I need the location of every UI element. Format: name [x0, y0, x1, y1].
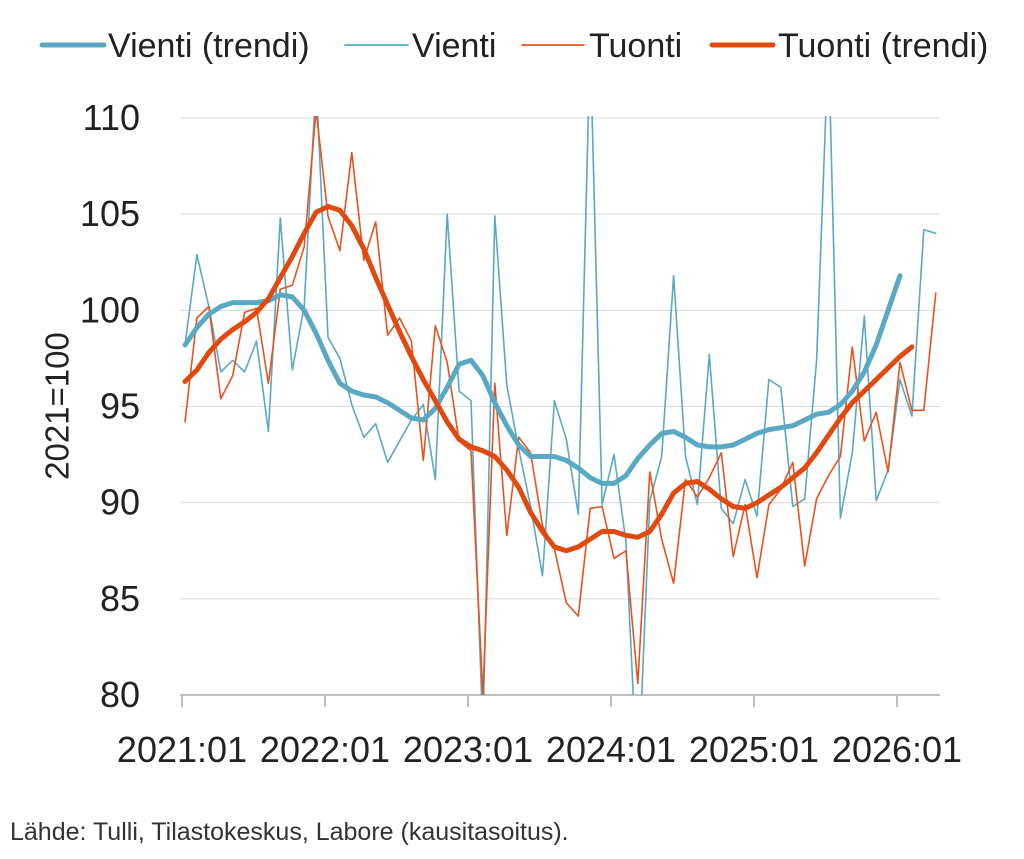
legend-label-tuonti-trendi: Tuonti (trendi) — [778, 27, 988, 65]
y-tick-label: 90 — [100, 482, 140, 523]
legend-label-tuonti: Tuonti — [589, 27, 682, 65]
legend-label-vienti-trendi: Vienti (trendi) — [108, 27, 310, 65]
y-axis-title: 2021=100 — [39, 332, 76, 480]
legend-label-vienti: Vienti — [412, 27, 496, 65]
x-tick-label: 2025:01 — [689, 729, 819, 770]
x-tick-label: 2024:01 — [546, 729, 676, 770]
series-lines — [182, 116, 937, 695]
x-tick-label: 2021:01 — [117, 729, 247, 770]
series-line-tuonti-trendi — [182, 204, 915, 554]
y-tick-label: 100 — [80, 289, 140, 330]
y-tick-label: 110 — [83, 97, 140, 138]
legend: Vienti (trendi) Vienti Tuonti Tuonti (trend… — [39, 27, 988, 65]
x-tick-label: 2022:01 — [260, 729, 390, 770]
x-tick-label: 2023:01 — [403, 729, 533, 770]
axes: 80 85 90 95 100 105 110 2021:01 2022:01 2023:01 20… — [80, 97, 962, 770]
gridlines — [180, 117, 940, 600]
x-tick-label: 2026:01 — [832, 729, 962, 770]
series-line-vienti — [184, 116, 937, 695]
series-line-vienti-trendi — [182, 273, 903, 486]
source-note: Lähde: Tulli, Tilastokeskus, Labore (kau… — [10, 818, 569, 846]
series-line-tuonti — [184, 116, 937, 695]
y-tick-label: 80 — [100, 674, 140, 715]
y-tick-label: 95 — [100, 386, 140, 427]
y-tick-label: 105 — [80, 193, 140, 234]
y-tick-label: 85 — [100, 578, 140, 619]
